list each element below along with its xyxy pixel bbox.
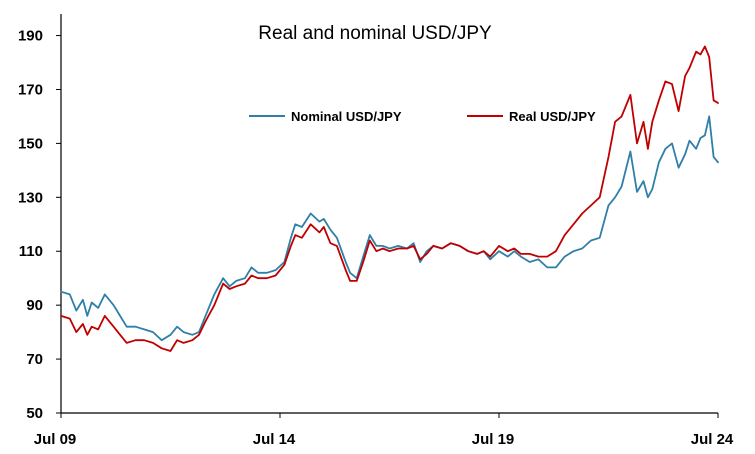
series-layer (60, 45, 719, 352)
y-axis: 50 70 90 110 130 150 170 190 (18, 14, 62, 422)
legend: Nominal USD/JPY Real USD/JPY (249, 109, 596, 124)
series-line-nominal (60, 115, 719, 342)
x-tick-label: Jul 24 (691, 431, 734, 448)
y-tick-label: 170 (18, 81, 43, 98)
y-tick-label: 130 (18, 189, 43, 206)
y-tick-label: 50 (26, 405, 43, 422)
y-tick-label: 110 (19, 243, 43, 260)
y-tick-label: 90 (26, 297, 43, 314)
series-line-real (60, 45, 719, 352)
y-tick-label: 150 (18, 135, 43, 152)
legend-label: Real USD/JPY (509, 109, 596, 124)
y-tick-label: 70 (26, 351, 43, 368)
x-tick-label: Jul 19 (472, 431, 515, 448)
chart-title: Real and nominal USD/JPY (258, 23, 492, 44)
legend-label: Nominal USD/JPY (291, 109, 402, 124)
y-tick-label: 190 (18, 28, 43, 45)
x-axis: Jul 09 Jul 14 Jul 19 Jul 24 (34, 412, 734, 448)
x-tick-label: Jul 14 (253, 431, 296, 448)
x-tick-label: Jul 09 (34, 431, 77, 448)
